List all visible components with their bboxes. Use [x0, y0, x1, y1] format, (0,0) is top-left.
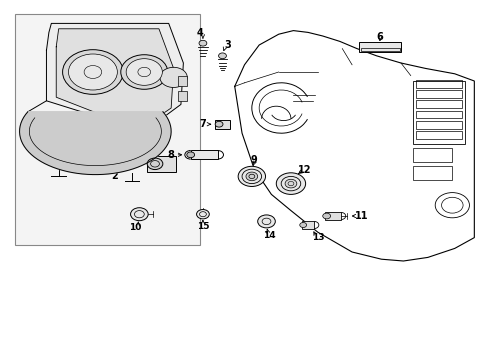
- Bar: [412, 166, 451, 180]
- Circle shape: [121, 55, 167, 89]
- Bar: [415, 121, 461, 129]
- Bar: [415, 111, 461, 118]
- Bar: [190, 150, 217, 159]
- Text: 5: 5: [126, 159, 133, 169]
- Circle shape: [285, 179, 296, 188]
- Text: 12: 12: [297, 165, 311, 175]
- Bar: [15, 14, 200, 245]
- Circle shape: [215, 121, 223, 127]
- Bar: [415, 80, 461, 88]
- Bar: [359, 42, 400, 52]
- Circle shape: [199, 40, 206, 46]
- Text: 3: 3: [224, 40, 230, 50]
- Bar: [415, 90, 461, 98]
- Text: 2: 2: [111, 171, 118, 181]
- Circle shape: [218, 53, 226, 59]
- Text: 4: 4: [197, 28, 203, 38]
- Circle shape: [160, 67, 187, 87]
- Circle shape: [276, 173, 305, 194]
- Bar: [325, 212, 340, 220]
- Circle shape: [130, 208, 148, 221]
- Bar: [415, 100, 461, 108]
- Text: 10: 10: [129, 223, 142, 233]
- Text: 11: 11: [354, 211, 368, 221]
- Circle shape: [186, 152, 194, 158]
- Circle shape: [126, 59, 162, 85]
- Bar: [415, 131, 461, 139]
- Bar: [146, 156, 176, 172]
- Text: 8: 8: [167, 150, 174, 160]
- Circle shape: [238, 166, 265, 186]
- Circle shape: [299, 222, 306, 228]
- Circle shape: [257, 215, 275, 228]
- Circle shape: [147, 158, 163, 170]
- Text: 15: 15: [196, 222, 209, 231]
- Text: 14: 14: [262, 231, 275, 240]
- Circle shape: [62, 50, 123, 94]
- Bar: [412, 81, 464, 144]
- Bar: [301, 221, 313, 229]
- Circle shape: [322, 213, 330, 219]
- Bar: [178, 76, 187, 86]
- Circle shape: [196, 210, 209, 219]
- Bar: [412, 148, 451, 162]
- Text: 1: 1: [19, 126, 25, 136]
- Circle shape: [68, 54, 117, 90]
- Text: 7: 7: [199, 119, 206, 129]
- Text: 6: 6: [376, 32, 383, 42]
- Polygon shape: [56, 29, 173, 130]
- Polygon shape: [46, 23, 183, 131]
- Text: 9: 9: [250, 155, 257, 165]
- Polygon shape: [20, 112, 171, 175]
- Circle shape: [245, 172, 257, 181]
- Bar: [215, 120, 229, 129]
- Bar: [360, 48, 399, 51]
- Text: 13: 13: [311, 233, 324, 242]
- Bar: [178, 91, 187, 101]
